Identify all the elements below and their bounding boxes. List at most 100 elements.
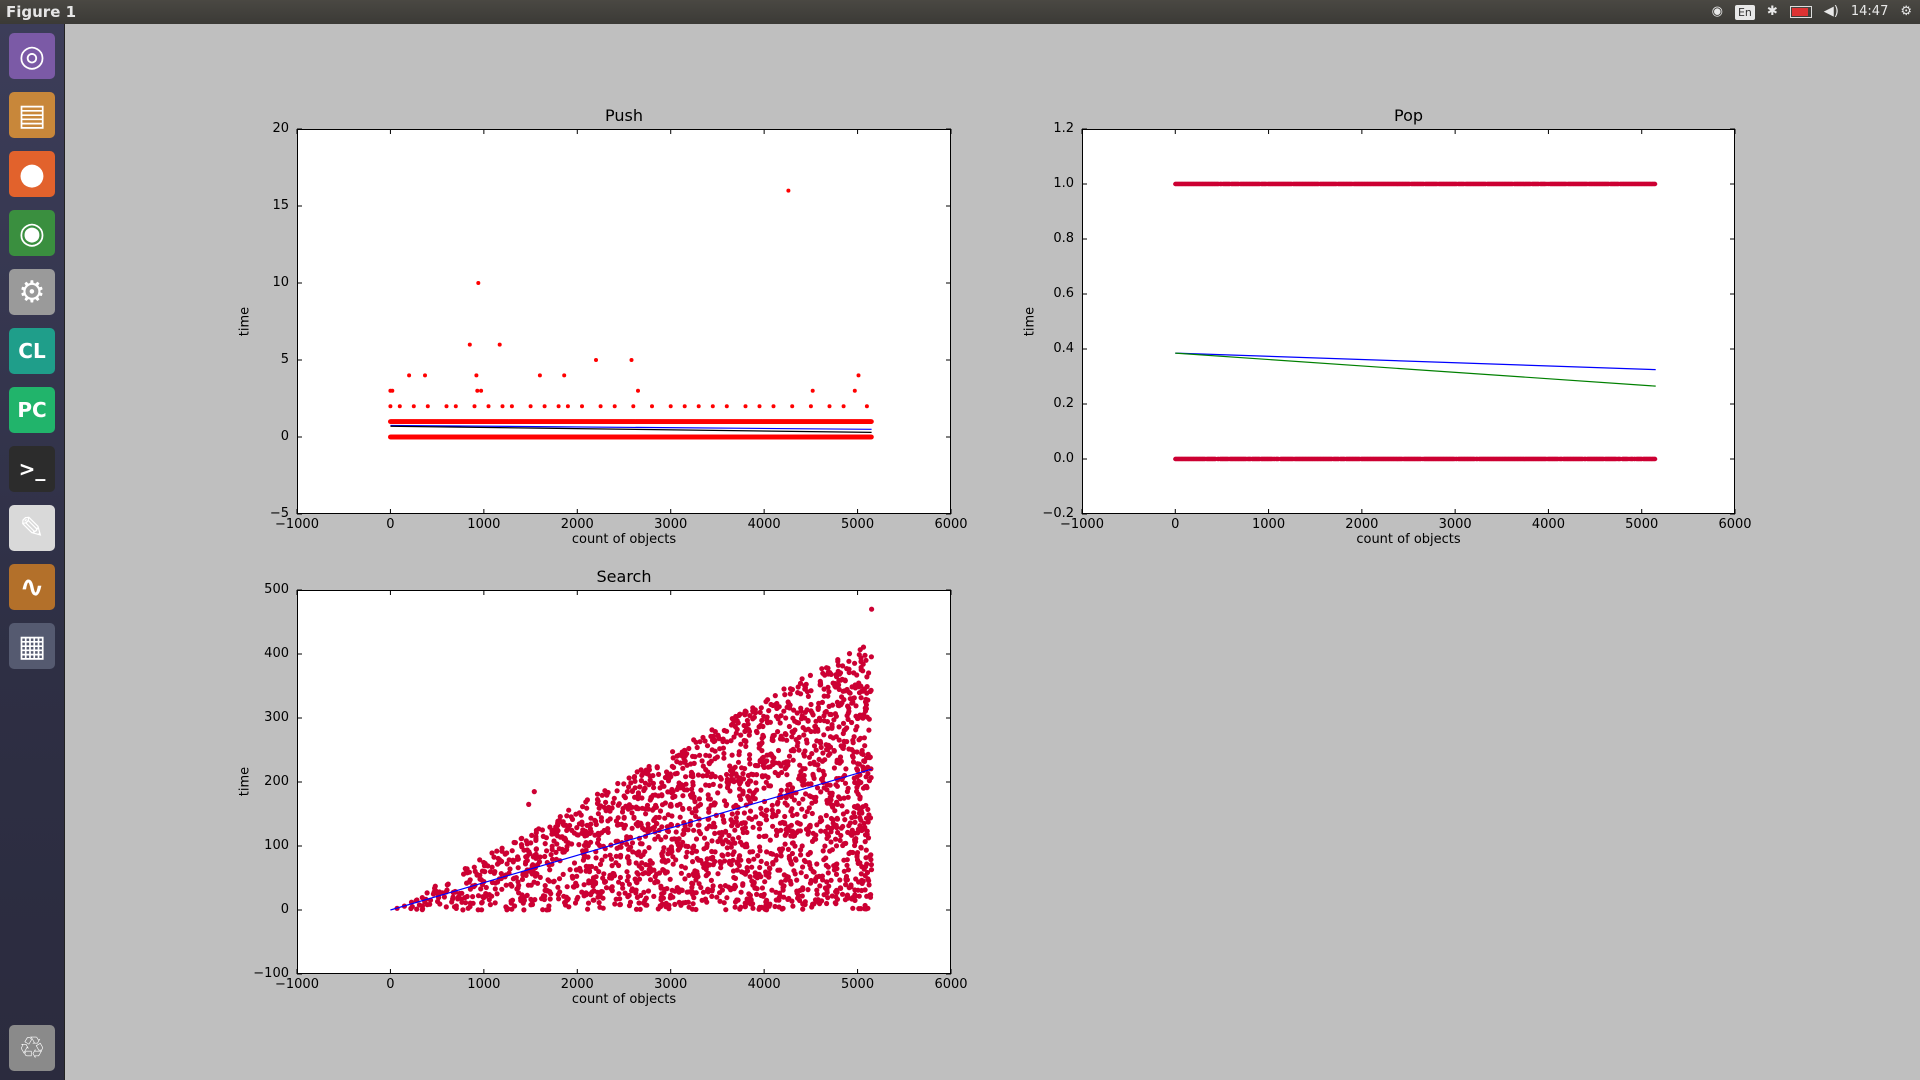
search-plot-title: Search <box>596 567 652 586</box>
search-data-point <box>617 874 623 881</box>
clion-icon[interactable]: CL <box>6 325 58 377</box>
search-data-point <box>792 856 799 862</box>
search-data-point <box>807 761 813 767</box>
search-data-point <box>817 738 823 744</box>
search-data-point <box>794 811 800 817</box>
search-data-point <box>692 868 698 874</box>
search-data-point <box>827 751 833 757</box>
search-data-point <box>483 884 489 891</box>
search-data-point <box>732 875 739 881</box>
search-data-point <box>717 746 723 752</box>
search-data-point <box>778 787 784 793</box>
search-data-point <box>746 815 752 821</box>
search-data-point <box>863 657 869 663</box>
search-data-point <box>535 880 541 886</box>
search-data-point <box>789 840 795 846</box>
search-data-point <box>563 894 570 900</box>
search-data-point <box>561 849 567 855</box>
search-data-point <box>477 857 483 863</box>
search-data-point <box>607 852 613 858</box>
clock[interactable]: 14:47 <box>1850 4 1889 19</box>
search-data-point <box>838 832 844 839</box>
search-data-point <box>844 713 850 719</box>
search-data-point <box>798 847 804 853</box>
search-data-point <box>775 747 782 754</box>
search-data-point <box>734 726 740 732</box>
search-data-point <box>691 843 697 849</box>
trash-icon[interactable]: ♲ <box>6 1022 58 1074</box>
figure-app-icon[interactable]: ∿ <box>6 561 58 613</box>
search-data-point <box>519 835 525 841</box>
text-editor-icon[interactable]: ✎ <box>6 502 58 554</box>
search-data-point <box>492 886 498 892</box>
push-xtick-label: 3000 <box>654 517 688 532</box>
pop-ytick-label: 1.2 <box>1053 121 1074 136</box>
search-data-point <box>782 731 788 737</box>
ubuntu-dash-icon[interactable]: ◎ <box>6 30 58 82</box>
search-data-point <box>802 748 808 754</box>
search-data-point <box>709 747 715 753</box>
search-data-point <box>540 907 546 913</box>
search-data-point <box>489 864 495 870</box>
push-data-point <box>542 404 547 409</box>
search-data-point <box>729 811 735 817</box>
search-data-point <box>763 903 769 909</box>
search-data-point <box>845 867 852 873</box>
settings-gear-icon[interactable]: ⚙ <box>1900 4 1912 19</box>
terminal-icon[interactable]: >_ <box>6 443 58 495</box>
search-data-point <box>788 808 794 814</box>
search-data-point <box>769 737 775 743</box>
search-data-point <box>801 732 807 738</box>
search-data-point <box>640 852 646 858</box>
search-data-point <box>853 703 859 709</box>
search-data-point <box>809 838 816 844</box>
search-data-point <box>836 737 842 743</box>
system-settings-icon[interactable]: ⚙ <box>6 266 58 318</box>
search-data-point <box>588 892 594 898</box>
search-data-point <box>738 904 744 910</box>
search-data-point <box>737 839 744 845</box>
search-data-point <box>739 869 745 875</box>
search-data-point <box>858 779 864 786</box>
search-data-point <box>858 712 865 718</box>
search-xtick-label: 4000 <box>747 977 781 992</box>
search-data-point <box>672 901 678 907</box>
search-data-point <box>852 887 858 893</box>
search-data-point <box>754 875 760 881</box>
search-data-point <box>529 871 535 877</box>
wifi-icon[interactable]: ◉ <box>1711 4 1723 19</box>
workspace-switcher-icon[interactable]: ▦ <box>6 620 58 672</box>
search-data-point <box>741 722 747 729</box>
search-data-point <box>803 791 809 797</box>
search-data-point <box>809 800 815 806</box>
search-data-point <box>662 886 668 892</box>
search-data-point <box>855 761 861 767</box>
pycharm-icon[interactable]: PC <box>6 384 58 436</box>
search-data-point <box>587 826 593 832</box>
push-fit-line <box>390 424 872 430</box>
search-data-point <box>651 893 657 899</box>
search-data-point <box>693 877 699 883</box>
keyboard-layout-indicator[interactable]: En <box>1734 4 1755 20</box>
search-xtick-label: 6000 <box>934 977 968 992</box>
search-data-point <box>791 707 797 713</box>
volume-icon[interactable]: ◀) <box>1823 4 1839 19</box>
files-icon[interactable]: ▤ <box>6 89 58 141</box>
search-data-point <box>724 895 730 901</box>
search-data-point <box>824 887 830 893</box>
trash-icon-glyph: ♲ <box>9 1025 55 1071</box>
search-data-point <box>746 788 753 794</box>
search-data-point <box>797 762 803 768</box>
search-data-point <box>868 862 875 868</box>
search-data-point <box>732 827 738 833</box>
search-data-point <box>556 876 563 882</box>
search-data-point <box>837 837 843 843</box>
battery-icon[interactable] <box>1789 6 1812 18</box>
search-data-point <box>833 894 839 900</box>
chrome-icon[interactable]: ◉ <box>6 207 58 259</box>
bluetooth-icon[interactable]: ✱ <box>1766 4 1778 19</box>
firefox-icon[interactable]: ● <box>6 148 58 200</box>
search-data-point <box>782 692 788 698</box>
search-data-point <box>836 724 842 730</box>
search-data-point <box>868 687 874 693</box>
